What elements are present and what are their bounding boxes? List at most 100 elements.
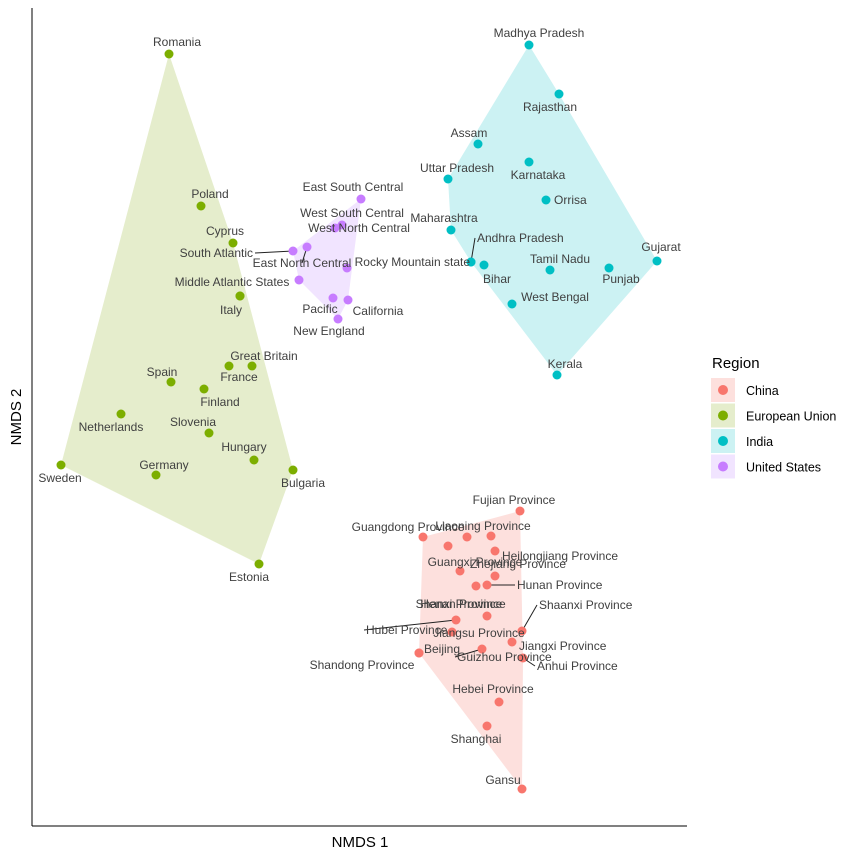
- point-west-south-central: [337, 220, 347, 230]
- point-great-britain: [247, 361, 257, 371]
- label-beijing: Beijing: [424, 642, 460, 656]
- point-east-south-central: [356, 194, 366, 204]
- label-south-atlantic: South Atlantic: [180, 246, 253, 260]
- label-andhra-pradesh: Andhra Pradesh: [477, 231, 564, 245]
- label-madhya-pradesh: Madhya Pradesh: [494, 26, 585, 40]
- label-maharashtra: Maharashtra: [410, 211, 478, 225]
- point-estonia: [254, 559, 264, 569]
- label-netherlands: Netherlands: [79, 420, 144, 434]
- label-zhejiang-province: Zhejiang Province: [470, 557, 566, 571]
- point-punjab: [604, 263, 614, 273]
- label-slovenia: Slovenia: [170, 415, 216, 429]
- point-bihar: [479, 260, 489, 270]
- point-orrisa: [541, 195, 551, 205]
- hull-layer: [61, 45, 657, 789]
- label-shandong-province: Shandong Province: [310, 658, 415, 672]
- label-west-bengal: West Bengal: [521, 290, 589, 304]
- point-united-states-5: [342, 263, 352, 273]
- legend-key-india: [718, 436, 728, 446]
- point-rajasthan: [554, 89, 564, 99]
- y-axis-title: NMDS 2: [8, 389, 25, 446]
- point-guangxi-province: [490, 546, 500, 556]
- label-gansu: Gansu: [485, 773, 520, 787]
- legend-label-united-states: United States: [746, 461, 821, 475]
- point-tamil-nadu: [545, 265, 555, 275]
- legend-label-china: China: [746, 384, 779, 398]
- label-west-north-central: West North Central: [308, 221, 410, 235]
- label-rajasthan: Rajasthan: [523, 100, 577, 114]
- label-middle-atlantic-states: Middle Atlantic States: [175, 275, 290, 289]
- legend-key-united-states: [718, 461, 728, 472]
- label-shaanxi-province: Shaanxi Province: [539, 598, 633, 612]
- legend-key-china: [718, 385, 728, 395]
- label-east-south-central: East South Central: [303, 180, 404, 194]
- label-pacific: Pacific: [302, 302, 337, 316]
- label-bulgaria: Bulgaria: [281, 476, 325, 490]
- hull-european-union: [61, 54, 293, 564]
- point-guangdong-province: [418, 532, 428, 542]
- point-new-england: [333, 314, 343, 324]
- point-united-states-6: [294, 275, 304, 285]
- label-guangdong-province: Guangdong Province: [352, 520, 465, 534]
- label-shanghai: Shanghai: [451, 732, 502, 746]
- point-karnataka: [524, 157, 534, 167]
- point-rocky-mountain-state: [466, 257, 476, 267]
- point-sweden: [56, 460, 66, 470]
- point-romania: [164, 49, 174, 59]
- point-east-north-central: [302, 242, 312, 252]
- point-california: [343, 295, 353, 305]
- label-rocky-mountain-state: Rocky Mountain state: [355, 255, 471, 269]
- label-poland: Poland: [191, 187, 228, 201]
- label-romania: Romania: [153, 35, 201, 49]
- point-cyprus: [228, 238, 238, 248]
- leader-guizhou-province: [454, 648, 483, 658]
- label-bihar: Bihar: [483, 272, 511, 286]
- point-italy: [235, 291, 245, 301]
- point-hebei-province: [494, 697, 504, 707]
- label-hubei-province: Hubei Province: [366, 623, 448, 637]
- label-guangxi-province: Guangxi Province: [428, 555, 523, 569]
- label-west-south-central: West South Central: [300, 206, 404, 220]
- hull-china: [419, 511, 523, 789]
- point-labels-layer: Romania Poland Cyprus Middle Atlantic State…: [38, 26, 681, 787]
- point-jiangxi-province: [507, 637, 517, 647]
- point-germany: [151, 470, 161, 480]
- label-anhui-province: Anhui Province: [537, 659, 618, 673]
- label-italy: Italy: [220, 303, 242, 317]
- label-hunan-province: Hunan Province: [517, 578, 603, 592]
- point-gujarat: [652, 256, 662, 266]
- label-punjab: Punjab: [602, 272, 640, 286]
- point-shanghai: [482, 721, 492, 731]
- x-axis-title: NMDS 1: [332, 834, 389, 851]
- point-poland: [196, 201, 206, 211]
- label-jiangxi-province: Jiangxi Province: [519, 639, 607, 653]
- label-new-england: New England: [293, 324, 364, 338]
- legend-key-european-union: [718, 410, 728, 421]
- point-west-north-central: [330, 223, 340, 233]
- point-maharashtra: [446, 225, 456, 235]
- point-madhya-pradesh: [524, 40, 534, 50]
- label-france: France: [220, 370, 258, 384]
- points-layer: [56, 40, 662, 794]
- point-henan-province: [471, 581, 481, 591]
- label-germany: Germany: [139, 458, 188, 472]
- label-hebei-province: Hebei Province: [452, 682, 534, 696]
- point-fujian-province: [515, 506, 525, 516]
- label-uttar-pradesh: Uttar Pradesh: [420, 161, 494, 175]
- label-tamil-nadu: Tamil Nadu: [530, 252, 590, 266]
- label-spain: Spain: [147, 365, 178, 379]
- label-california: California: [353, 304, 404, 318]
- point-bulgaria: [288, 465, 298, 475]
- point-hungary: [249, 455, 259, 465]
- point-kerala: [552, 370, 562, 380]
- point-slovenia: [204, 428, 214, 438]
- point-uttar-pradesh: [443, 174, 453, 184]
- point-anhui-province: [518, 653, 528, 663]
- point-assam: [473, 139, 483, 149]
- point-guizhou-province: [477, 644, 487, 654]
- point-shanxi-province: [482, 611, 492, 621]
- leader-hubei-province: [363, 619, 457, 631]
- point-hubei-province: [451, 615, 461, 625]
- label-finland: Finland: [200, 395, 239, 409]
